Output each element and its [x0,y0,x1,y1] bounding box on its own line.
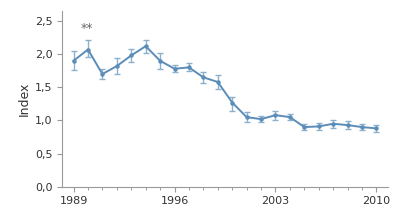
Y-axis label: Index: Index [18,82,30,116]
Text: **: ** [81,22,93,35]
